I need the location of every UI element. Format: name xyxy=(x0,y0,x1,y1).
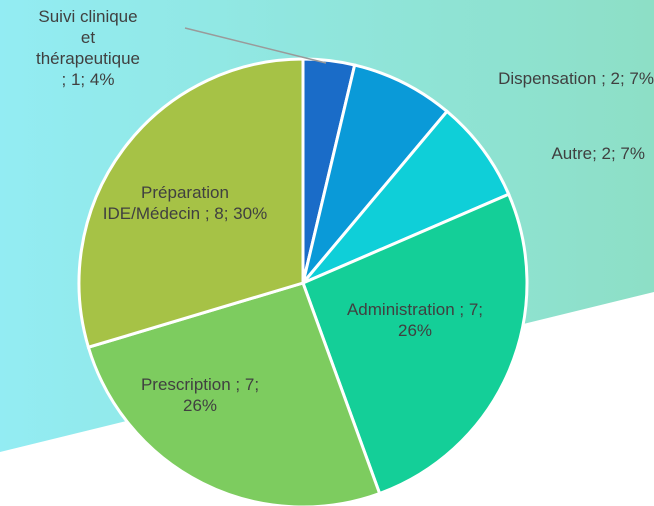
leader-line xyxy=(184,27,327,64)
data-label: Prescription ; 7; 26% xyxy=(140,375,260,415)
data-label: Administration ; 7; 26% xyxy=(346,300,484,340)
pie-slice xyxy=(77,57,305,350)
data-label: Suivi clinique et thérapeutique ; 1; 4% xyxy=(36,7,140,89)
pie-slice xyxy=(86,281,382,506)
pie-slice xyxy=(301,63,450,284)
data-label: Préparation IDE/Médecin ; 8; 30% xyxy=(102,183,268,223)
data-label: Dispensation ; 2; 7% xyxy=(498,69,654,88)
pie-slice xyxy=(301,192,529,496)
data-label: Autre; 2; 7% xyxy=(551,144,645,163)
pie-slice xyxy=(301,109,511,285)
